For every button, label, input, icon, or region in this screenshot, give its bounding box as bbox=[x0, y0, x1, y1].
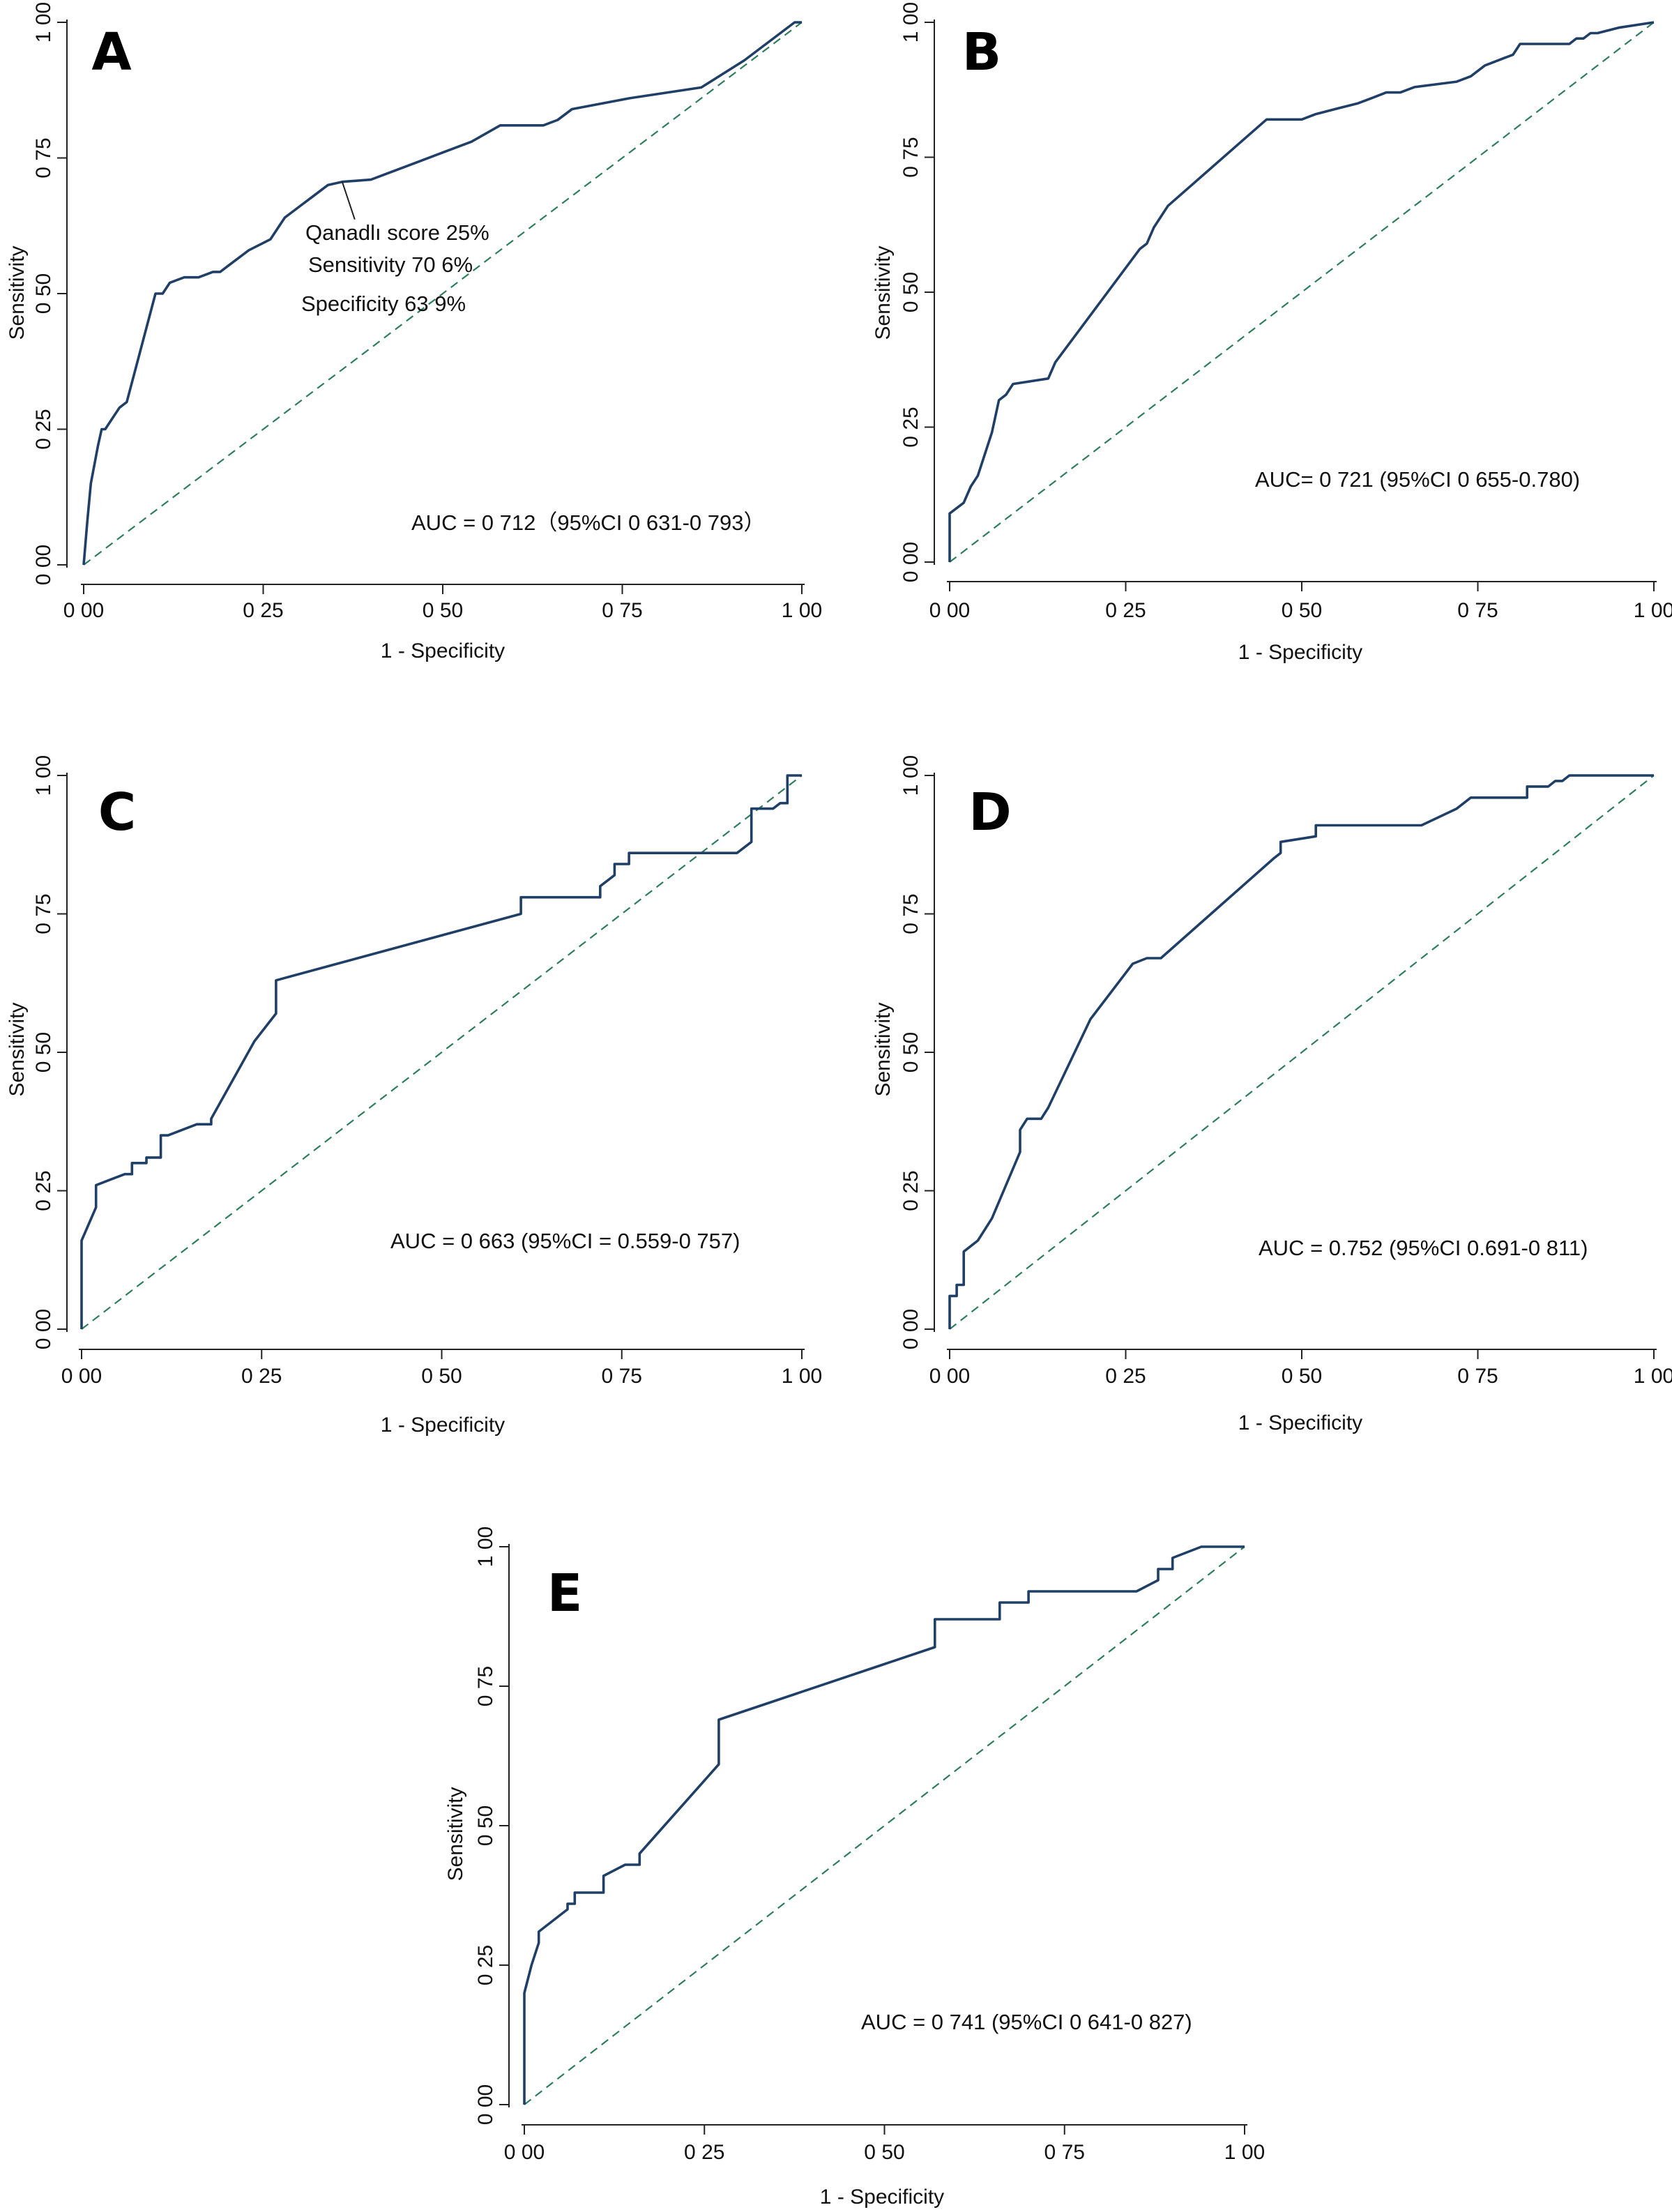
x-axis-label: 1 - Specificity bbox=[1238, 1411, 1362, 1434]
y-tick-label: 0 50 bbox=[32, 1032, 55, 1073]
reference-diagonal bbox=[949, 22, 1655, 563]
auc-annotation: AUC = 0 712（95%CI 0 631-0 793） bbox=[411, 510, 766, 535]
x-tick-label: 0 50 bbox=[1282, 599, 1322, 622]
y-tick-label: 0 75 bbox=[899, 893, 922, 934]
y-tick-label: 0 00 bbox=[899, 542, 922, 582]
roc-curve bbox=[523, 1545, 1245, 2105]
x-tick-label: 1 00 bbox=[1634, 599, 1672, 622]
panel-letter: E bbox=[547, 1563, 583, 1623]
x-tick-label: 0 50 bbox=[423, 599, 463, 622]
x-tick-label: 0 00 bbox=[929, 599, 970, 622]
y-tick-label: 0 75 bbox=[32, 137, 55, 178]
y-tick-label: 0 00 bbox=[32, 1309, 55, 1349]
y-axis-label: Sensitivity bbox=[872, 1002, 895, 1096]
x-tick-label: 0 75 bbox=[1044, 2141, 1085, 2164]
panel-letter: D bbox=[968, 782, 1011, 842]
roc-panel-e: 0 00 0 25 0 50 0 75 1 00 0 00 0 25 0 50 0 75 1 00… bbox=[444, 1527, 1265, 2209]
x-tick-label: 0 00 bbox=[61, 1365, 102, 1388]
y-tick-label: 0 50 bbox=[899, 1032, 922, 1073]
y-tick-label: 0 00 bbox=[899, 1309, 922, 1349]
x-tick-label: 1 00 bbox=[1224, 2141, 1265, 2164]
y-tick-label: 0 25 bbox=[32, 1170, 55, 1211]
x-axis-label: 1 - Specificity bbox=[381, 1414, 505, 1437]
x-tick-label: 0 75 bbox=[1457, 599, 1498, 622]
cutoff-note-line: Specificity 63 9% bbox=[301, 291, 466, 316]
reference-diagonal bbox=[83, 22, 803, 566]
y-tick-label: 0 25 bbox=[899, 1170, 922, 1211]
x-tick-label: 0 50 bbox=[1282, 1365, 1322, 1388]
auc-annotation: AUC = 0 741 (95%CI 0 641-0 827) bbox=[861, 2010, 1192, 2034]
x-tick-label: 0 75 bbox=[1457, 1365, 1498, 1388]
x-axis-label: 1 - Specificity bbox=[1238, 641, 1362, 664]
x-tick-label: 0 25 bbox=[1105, 1365, 1146, 1388]
y-axis-label: Sensitivity bbox=[6, 1002, 29, 1096]
reference-diagonal bbox=[949, 775, 1655, 1330]
y-tick-label: 0 25 bbox=[474, 1945, 497, 1985]
y-axis-label: Sensitivity bbox=[6, 245, 29, 340]
auc-annotation: AUC = 0.752 (95%CI 0.691-0 811) bbox=[1259, 1236, 1588, 1260]
roc-curve bbox=[948, 774, 1654, 1329]
x-tick-label: 1 00 bbox=[1634, 1365, 1672, 1388]
cutoff-leader-line bbox=[341, 181, 356, 220]
roc-curve bbox=[948, 21, 1655, 562]
y-tick-label: 1 00 bbox=[899, 755, 922, 796]
x-tick-label: 1 00 bbox=[782, 1365, 822, 1388]
y-axis-label: Sensitivity bbox=[444, 1787, 467, 1881]
y-tick-label: 1 00 bbox=[474, 1527, 497, 1567]
y-tick-label: 0 50 bbox=[899, 272, 922, 312]
y-tick-label: 0 25 bbox=[32, 409, 55, 449]
x-axis-label: 1 - Specificity bbox=[820, 2186, 944, 2209]
auc-annotation: AUC = 0 663 (95%CI = 0.559-0 757) bbox=[390, 1229, 740, 1253]
reference-diagonal bbox=[524, 1546, 1245, 2105]
x-tick-label: 0 00 bbox=[504, 2141, 545, 2164]
x-tick-label: 0 50 bbox=[421, 1365, 462, 1388]
x-tick-label: 1 00 bbox=[782, 599, 822, 622]
roc-panel-b: 0 00 0 25 0 50 0 75 1 00 0 00 0 25 0 50 0 75 1 00… bbox=[872, 2, 1672, 664]
roc-panel-c: 0 00 0 25 0 50 0 75 1 00 0 00 0 25 0 50 0 75 1 00… bbox=[6, 755, 822, 1437]
x-tick-label: 0 25 bbox=[241, 1365, 282, 1388]
y-tick-label: 0 75 bbox=[32, 893, 55, 934]
y-tick-label: 1 00 bbox=[32, 2, 55, 43]
y-tick-label: 0 25 bbox=[899, 407, 922, 447]
cutoff-note-line: Sensitivity 70 6% bbox=[308, 252, 473, 277]
roc-curve bbox=[80, 774, 802, 1329]
roc-curve bbox=[82, 21, 802, 566]
y-tick-label: 0 75 bbox=[474, 1666, 497, 1706]
x-tick-label: 0 75 bbox=[602, 1365, 642, 1388]
x-tick-label: 0 25 bbox=[1105, 599, 1146, 622]
x-tick-label: 0 00 bbox=[929, 1365, 970, 1388]
auc-annotation: AUC= 0 721 (95%CI 0 655-0.780) bbox=[1255, 467, 1580, 492]
y-tick-label: 0 50 bbox=[32, 273, 55, 314]
panel-letter: A bbox=[91, 22, 131, 82]
y-tick-label: 1 00 bbox=[32, 755, 55, 796]
x-tick-label: 0 25 bbox=[684, 2141, 724, 2164]
roc-panel-d: 0 00 0 25 0 50 0 75 1 00 0 00 0 25 0 50 0 75 1 00… bbox=[872, 755, 1672, 1434]
x-tick-label: 0 50 bbox=[864, 2141, 904, 2164]
y-tick-label: 0 00 bbox=[474, 2084, 497, 2125]
y-tick-label: 0 75 bbox=[899, 137, 922, 177]
panel-letter: B bbox=[962, 22, 1001, 82]
x-tick-label: 0 25 bbox=[243, 599, 283, 622]
x-tick-label: 0 75 bbox=[602, 599, 642, 622]
y-tick-label: 1 00 bbox=[899, 2, 922, 43]
roc-panel-a: 0 00 0 25 0 50 0 75 1 00 0 00 0 25 0 50 0 75 1 00… bbox=[6, 2, 822, 662]
y-tick-label: 0 00 bbox=[32, 545, 55, 585]
x-axis-label: 1 - Specificity bbox=[381, 639, 505, 662]
y-tick-label: 0 50 bbox=[474, 1805, 497, 1846]
x-tick-label: 0 00 bbox=[63, 599, 104, 622]
y-axis-label: Sensitivity bbox=[872, 245, 895, 340]
cutoff-note-line: Qanadlı score 25% bbox=[305, 220, 489, 245]
reference-diagonal bbox=[81, 775, 803, 1330]
panel-letter: C bbox=[98, 782, 136, 842]
